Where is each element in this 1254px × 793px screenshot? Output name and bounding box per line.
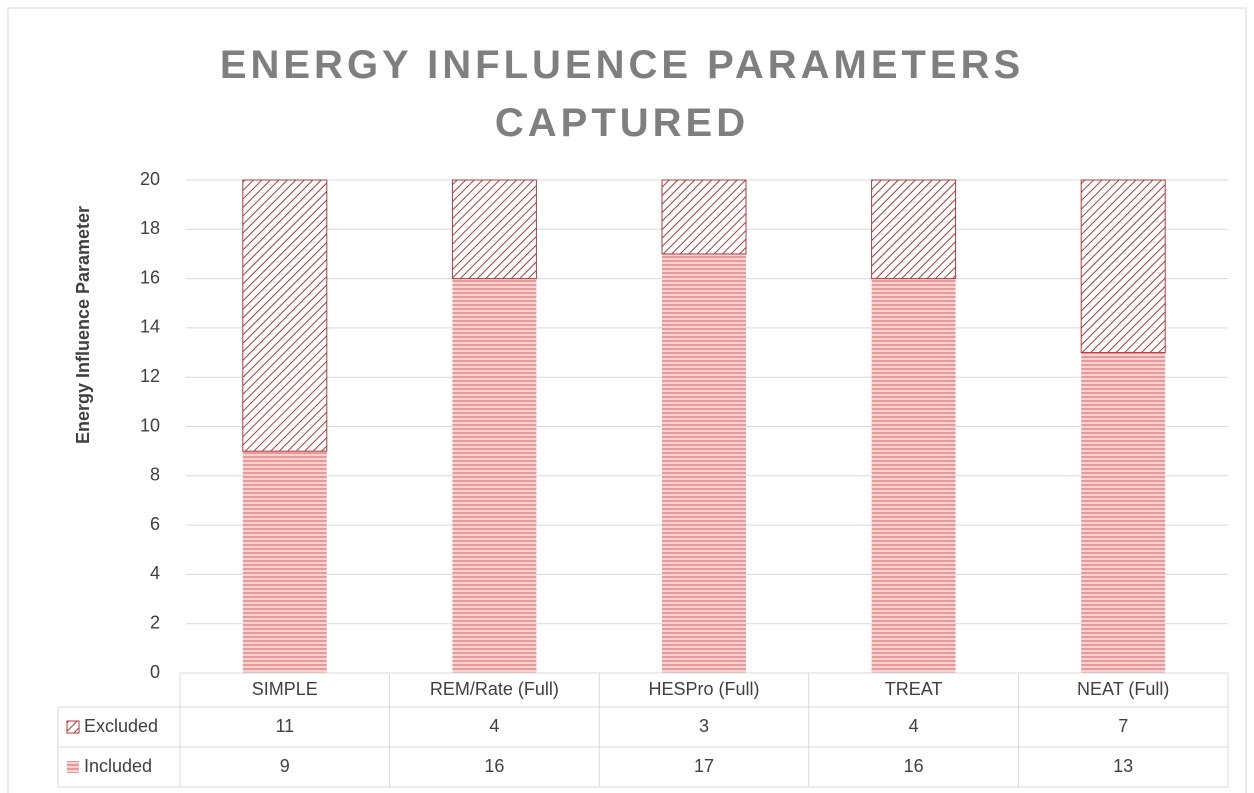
y-tick-label: 0: [150, 662, 160, 682]
y-tick-label: 18: [140, 218, 160, 238]
table-value: 17: [694, 756, 714, 776]
legend-label: Excluded: [84, 716, 158, 736]
y-tick-label: 16: [140, 267, 160, 287]
y-tick-label: 2: [150, 612, 160, 632]
x-tick-label: SIMPLE: [252, 679, 318, 699]
chart-title: ENERGY INFLUENCE PARAMETERS CAPTURED: [219, 43, 1025, 145]
table-value: 16: [484, 756, 504, 776]
table-value: 13: [1113, 756, 1133, 776]
table-value: 7: [1118, 716, 1128, 736]
bar-segment: [662, 253, 746, 673]
table-value: 3: [699, 716, 709, 736]
x-tick-label: TREAT: [885, 679, 943, 699]
legend-label: Included: [84, 756, 152, 776]
bar-segment: [661, 179, 747, 255]
y-tick-label: 8: [150, 465, 160, 485]
table-value: 9: [280, 756, 290, 776]
legend-swatch: [67, 761, 79, 773]
y-tick-label: 14: [140, 317, 160, 337]
y-tick-label: 12: [140, 366, 160, 386]
bar-segment: [242, 179, 328, 452]
bar-segment: [451, 179, 537, 280]
bar-segment: [871, 278, 956, 673]
legend-swatch: [66, 720, 80, 734]
y-tick-label: 20: [140, 169, 160, 189]
table-value: 4: [489, 716, 499, 736]
y-tick-label: 4: [150, 563, 160, 583]
chart-border: [7, 7, 1247, 793]
bar-segment: [242, 451, 327, 673]
bar-segment: [871, 179, 957, 280]
x-tick-label: NEAT (Full): [1077, 679, 1169, 699]
y-axis-label: Energy Influence Parameter: [73, 206, 93, 444]
y-tick-label: 10: [140, 415, 160, 435]
bar-segment: [1081, 352, 1166, 673]
bar-segment: [452, 278, 537, 673]
x-tick-label: REM/Rate (Full): [430, 679, 559, 699]
table-value: 11: [275, 716, 294, 736]
bar-segment: [1080, 179, 1166, 354]
table-value: 16: [904, 756, 924, 776]
table-value: 4: [909, 716, 919, 736]
y-tick-label: 6: [150, 514, 160, 534]
x-tick-label: HESPro (Full): [648, 679, 759, 699]
